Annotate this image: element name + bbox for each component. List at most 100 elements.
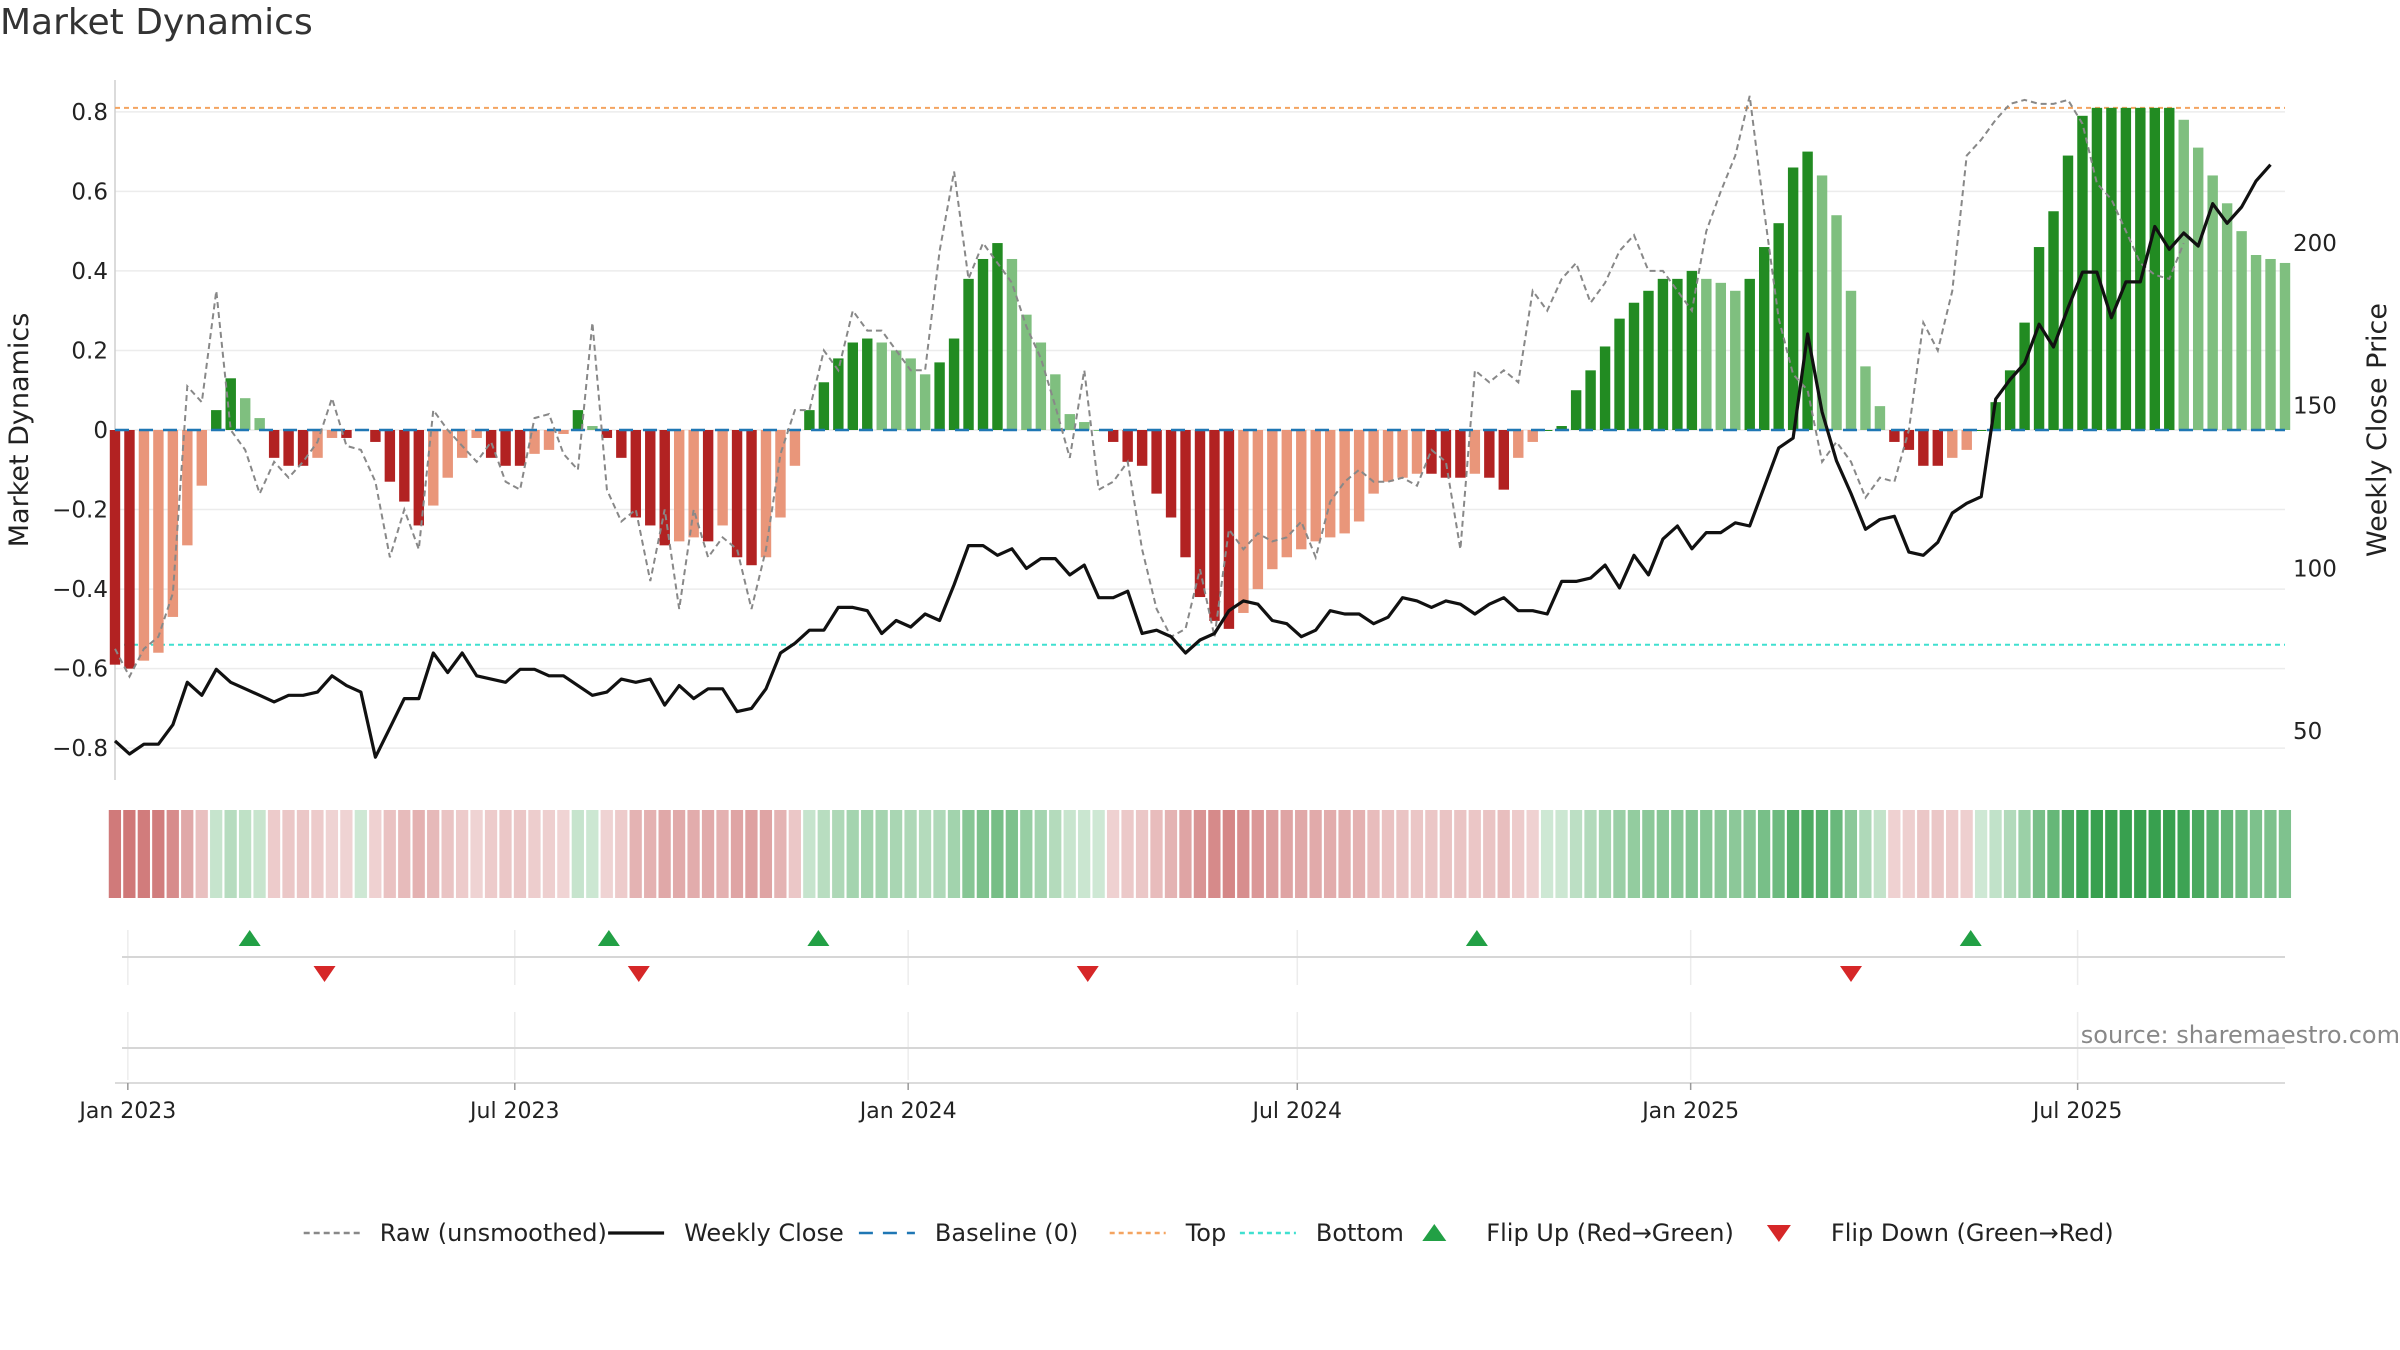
- y2-tick-label: 200: [2293, 231, 2337, 257]
- regime-strip-cell: [513, 810, 527, 898]
- dynamics-bar: [1455, 430, 1466, 478]
- regime-strip-cell: [1540, 810, 1554, 898]
- x-tick-label: Jul 2023: [468, 1099, 560, 1124]
- dynamics-bar: [1513, 430, 1524, 458]
- y2-tick-label: 150: [2293, 394, 2337, 420]
- y2-axis-label: Weekly Close Price: [2362, 303, 2393, 557]
- regime-strip-cell: [933, 810, 946, 898]
- dynamics-bar: [1787, 167, 1799, 430]
- dynamics-bar: [601, 430, 613, 438]
- dynamics-bar: [1382, 430, 1394, 482]
- dynamics-bar: [1079, 422, 1090, 430]
- regime-strip-cell: [1743, 810, 1756, 898]
- regime-strip-cell: [2003, 810, 2017, 898]
- y-tick-label: 0.8: [71, 100, 108, 126]
- dynamics-bar: [2062, 155, 2074, 430]
- regime-strip-cell: [571, 810, 584, 898]
- y-axis-label: Market Dynamics: [4, 313, 35, 548]
- regime-strip-cell: [1960, 810, 1973, 898]
- regime-strip-cell: [2047, 810, 2060, 898]
- dynamics-bar: [572, 410, 584, 430]
- regime-strip-cell: [759, 810, 773, 898]
- regime-strip-cell: [1280, 810, 1293, 898]
- x-tick-label: Jul 2024: [1251, 1099, 1343, 1124]
- regime-strip-cell: [2018, 810, 2031, 898]
- legend-label: Top: [1185, 1219, 1227, 1247]
- flip-up-marker: [807, 930, 830, 946]
- dynamics-bar: [1339, 430, 1350, 534]
- regime-strip-cell: [1020, 810, 1033, 898]
- dynamics-bar: [2207, 175, 2218, 430]
- dynamics-bar: [1657, 278, 1669, 430]
- dynamics-bar: [1758, 247, 1770, 430]
- regime-strip-cell: [398, 810, 411, 898]
- dynamics-bar: [890, 350, 902, 430]
- regime-strip-cell: [1772, 810, 1785, 898]
- dynamics-bar: [717, 430, 728, 526]
- regime-strip-cell: [1613, 810, 1626, 898]
- y-tick-label: 0: [93, 418, 108, 444]
- regime-strip-cell: [1497, 810, 1510, 898]
- x-tick-label: Jan 2024: [858, 1099, 957, 1124]
- regime-strip-cell: [788, 810, 801, 898]
- dynamics-bar: [1368, 430, 1379, 494]
- dynamics-bar: [1324, 430, 1336, 538]
- dynamics-bar: [2236, 231, 2247, 430]
- flip-down-marker: [1076, 966, 1099, 982]
- dynamics-bar: [2033, 247, 2045, 430]
- regime-strip-cell: [166, 810, 179, 898]
- dynamics-bar: [1773, 223, 1784, 430]
- legend-label: Bottom: [1316, 1219, 1404, 1247]
- dynamics-bar: [688, 430, 699, 538]
- flip-down-marker: [1840, 966, 1862, 982]
- regime-strip-cell: [2119, 810, 2132, 898]
- regime-strip-cell: [470, 810, 483, 898]
- dynamics-bar: [876, 342, 887, 430]
- y2-tick-label: 100: [2293, 556, 2337, 582]
- dynamics-bar: [645, 430, 656, 526]
- regime-strip-cell: [1902, 810, 1915, 898]
- dynamics-bar: [616, 430, 627, 458]
- dynamics-bar: [1889, 430, 1900, 442]
- dynamics-bar: [2091, 107, 2103, 430]
- dynamics-bar: [124, 430, 135, 669]
- dynamics-bar: [312, 430, 323, 458]
- dynamics-bar: [673, 430, 685, 542]
- regime-strip-cell: [1005, 810, 1018, 898]
- flip-up-marker: [238, 930, 261, 946]
- dynamics-bar: [1296, 430, 1307, 550]
- dynamics-bar: [992, 243, 1003, 430]
- x-tick-label: Jan 2025: [1640, 1099, 1739, 1124]
- y-tick-label: 0.2: [71, 338, 108, 364]
- dynamics-bar: [442, 430, 453, 478]
- dynamics-bar: [862, 338, 873, 430]
- flip-down-marker: [627, 966, 650, 982]
- regime-strip-cell: [1989, 810, 2002, 898]
- dynamics-bar: [1353, 430, 1365, 522]
- dynamics-bar: [1281, 430, 1293, 558]
- flip-down-marker: [313, 966, 336, 982]
- regime-strip-cell: [2177, 810, 2190, 898]
- dynamics-bar: [1136, 430, 1148, 466]
- dynamics-bar: [746, 430, 757, 566]
- regime-strip-cell: [369, 810, 382, 898]
- dynamics-bar: [1990, 402, 2001, 430]
- regime-strip-cell: [1786, 810, 1800, 898]
- dynamics-bar: [1585, 370, 1596, 430]
- dynamics-bar: [1426, 430, 1437, 474]
- dynamics-bar: [2192, 147, 2204, 430]
- dynamics-bar: [1860, 366, 1871, 430]
- dynamics-bar: [2250, 255, 2262, 430]
- y-tick-label: −0.8: [52, 736, 108, 762]
- dynamics-bar: [399, 430, 410, 502]
- regime-strip-cell: [846, 810, 859, 898]
- dynamics-bar: [1730, 290, 1741, 430]
- dynamics-bar: [514, 430, 526, 466]
- regime-strip-cell: [1671, 810, 1684, 898]
- regime-strip-cell: [1396, 810, 1409, 898]
- dynamics-bar: [2048, 211, 2059, 430]
- chart-title: Market Dynamics: [0, 2, 313, 43]
- dynamics-bar: [500, 430, 511, 466]
- dynamics-bar: [1672, 278, 1683, 430]
